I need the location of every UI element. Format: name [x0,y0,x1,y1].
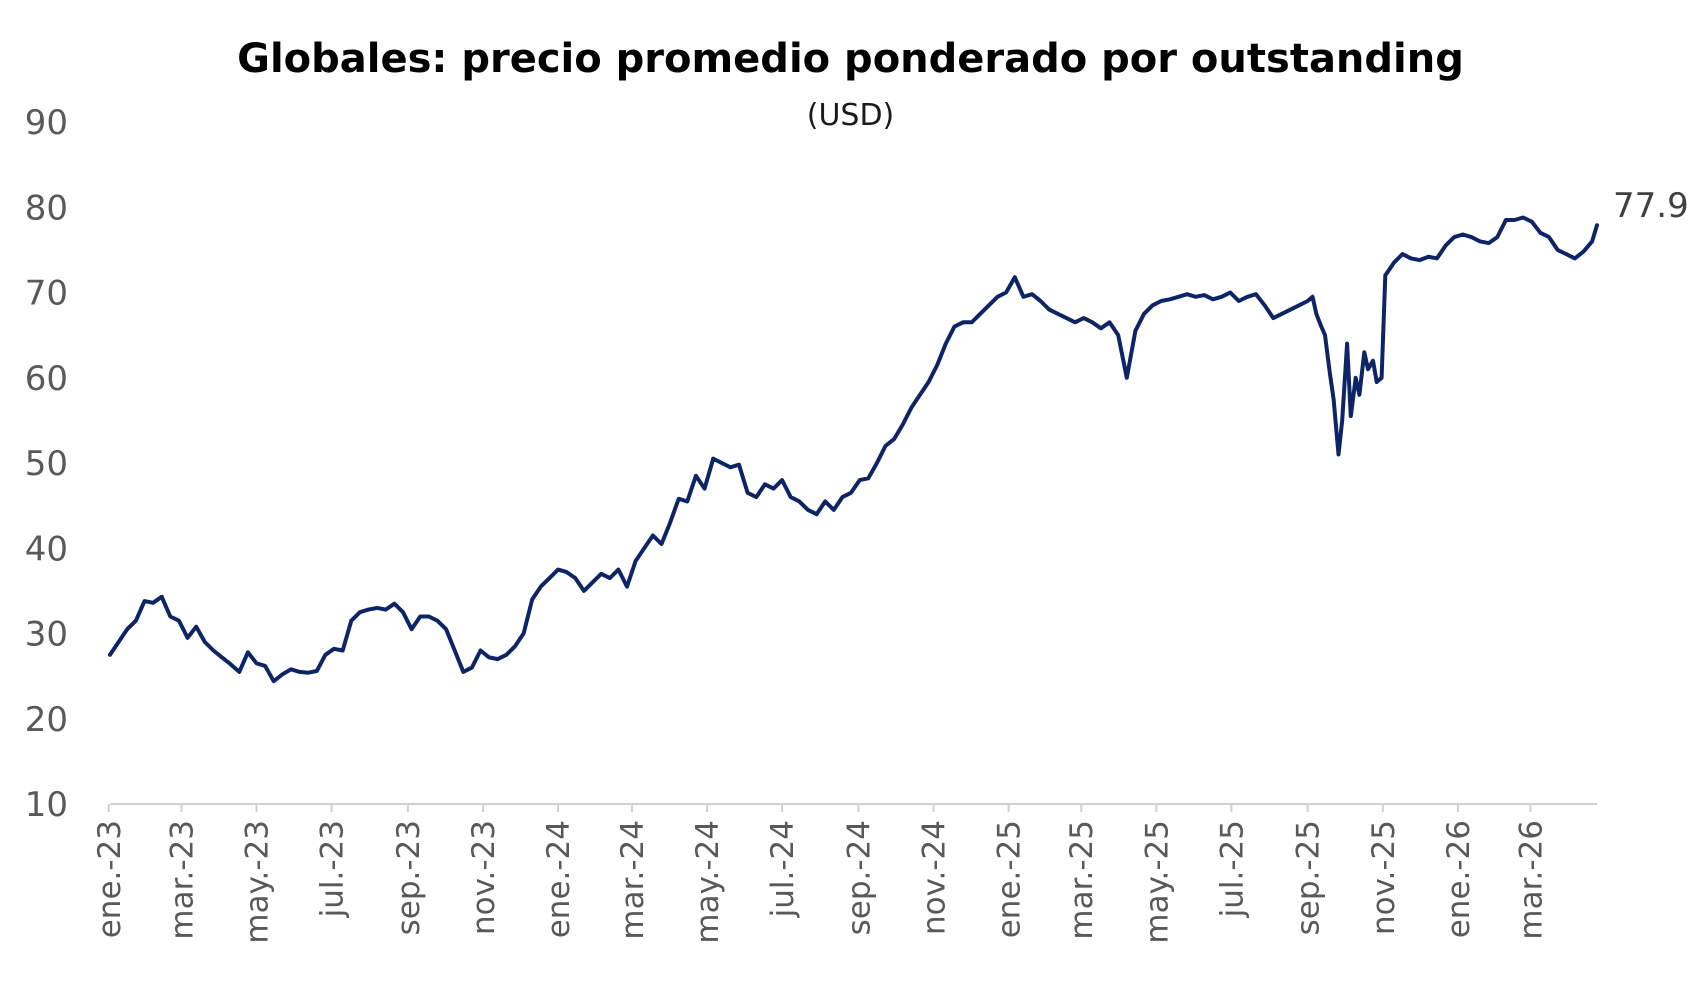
x-tick-label: sep.-23 [391,820,427,935]
chart-subtitle: (USD) [806,98,895,133]
chart-title: Globales: precio promedio ponderado por … [237,36,1464,82]
x-tick-label: may.-25 [1139,820,1175,944]
x-tick-label: mar.-26 [1514,820,1550,940]
y-tick-label: 30 [25,615,68,655]
x-tick-label: may.-23 [239,820,275,944]
x-tick-label: mar.-25 [1064,820,1100,940]
x-tick-label: nov.-23 [466,820,502,935]
y-tick-label: 60 [25,359,68,399]
x-tick-label: ene.-23 [92,820,128,938]
end-value-label: 77.9 [1613,186,1689,226]
series-line [108,215,1599,684]
x-tick-label: ene.-24 [541,820,577,938]
y-tick-label: 40 [25,529,68,569]
y-tick-label: 70 [25,274,68,314]
x-tick-label: nov.-24 [917,820,953,935]
x-tick-label: mar.-24 [615,820,651,940]
x-tick-label: ene.-25 [992,820,1028,938]
x-tick-label: sep.-24 [841,820,877,935]
x-axis: ene.-23 mar.-23 may.-23 jul.-23 sep.-23 nov.-… [92,803,1597,944]
y-axis: 10 20 30 40 50 60 70 80 90 [25,103,68,825]
x-tick-label: mar.-23 [164,820,200,940]
x-tick-label: ene.-26 [1441,820,1477,938]
x-tick-label: may.-24 [690,820,726,944]
x-tick-label: jul.-25 [1214,820,1250,918]
series-layer: 77.9 [108,186,1689,684]
x-tick-label: jul.-24 [765,820,801,918]
y-tick-label: 20 [25,700,68,740]
y-tick-label: 10 [25,785,68,825]
x-tick-label: jul.-23 [315,820,351,918]
y-tick-label: 80 [25,188,68,228]
y-tick-label: 90 [25,103,68,143]
x-tick-label: nov.-25 [1366,820,1402,935]
x-tick-label: sep.-25 [1291,820,1327,935]
y-tick-label: 50 [25,444,68,484]
